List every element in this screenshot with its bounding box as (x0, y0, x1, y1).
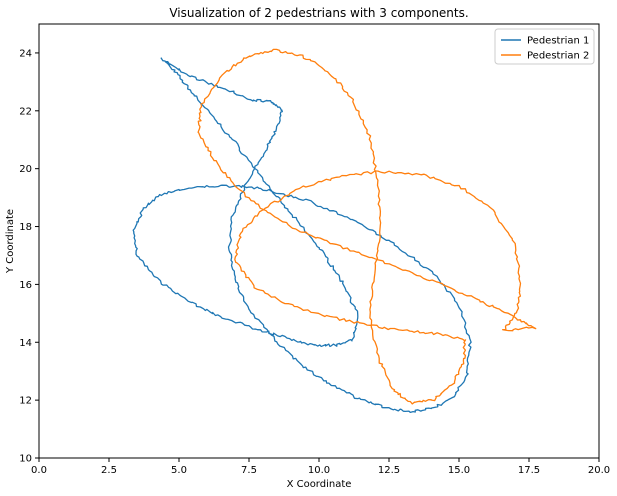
y-axis-label: Y Coordinate (5, 209, 16, 274)
x-tick-label: 12.5 (378, 465, 400, 476)
x-axis-label: X Coordinate (287, 479, 352, 490)
x-tick-label: 0.0 (31, 465, 47, 476)
y-tick-label: 24 (19, 48, 32, 59)
x-axis: 0.0 2.5 5.0 7.5 10.0 12.5 15.0 17.5 20.0 (31, 458, 610, 476)
chart-title: Visualization of 2 pedestrians with 3 co… (169, 6, 468, 20)
legend-label-pedestrian-1: Pedestrian 1 (527, 36, 589, 47)
x-tick-label: 2.5 (101, 465, 117, 476)
y-tick-label: 18 (19, 222, 32, 233)
x-tick-label: 7.5 (241, 465, 257, 476)
series-line-pedestrian-2 (197, 48, 537, 405)
y-tick-label: 22 (19, 106, 32, 117)
x-tick-label: 15.0 (448, 465, 470, 476)
legend-label-pedestrian-2: Pedestrian 2 (527, 51, 589, 62)
y-tick-label: 10 (19, 454, 32, 465)
x-tick-label: 10.0 (308, 465, 330, 476)
x-tick-label: 5.0 (171, 465, 187, 476)
x-tick-label: 20.0 (588, 465, 610, 476)
y-tick-label: 16 (19, 280, 32, 291)
y-tick-label: 20 (19, 164, 32, 175)
series-layer (132, 48, 537, 414)
y-axis: 10 12 14 16 18 20 22 24 (19, 48, 39, 465)
x-tick-label: 17.5 (518, 465, 540, 476)
y-tick-label: 14 (19, 338, 32, 349)
series-line-pedestrian-1 (132, 57, 472, 414)
legend: Pedestrian 1 Pedestrian 2 (494, 28, 595, 65)
y-tick-label: 12 (19, 396, 32, 407)
